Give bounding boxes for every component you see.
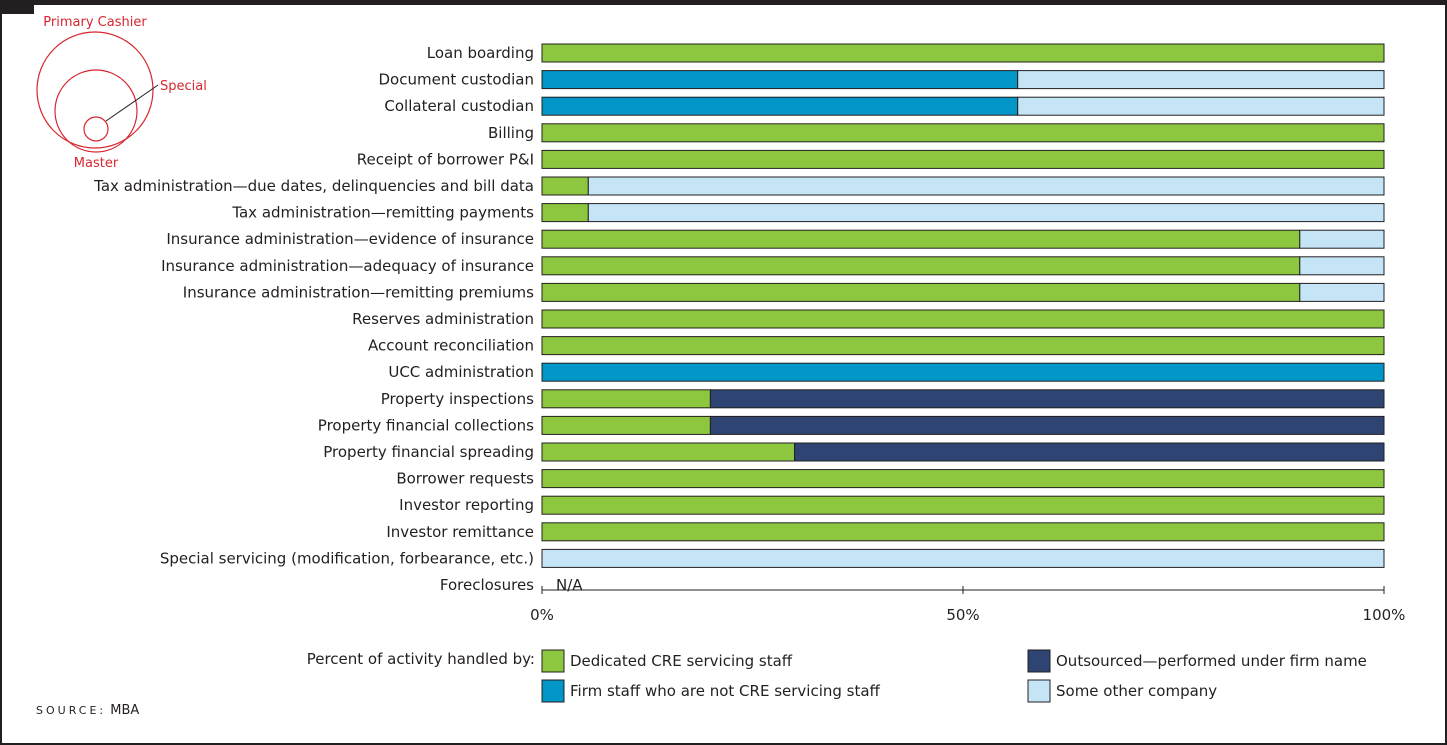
category-label-account-reconciliation: Account reconciliation: [368, 337, 534, 355]
category-label-insurance-administration-remitting-premiums: Insurance administration—remitting premi…: [183, 283, 534, 301]
category-labels: Loan boarding Document custodian Collatera…: [93, 44, 534, 594]
category-label-loan-boarding: Loan boarding: [427, 44, 534, 62]
legend-label-some-other-company: Some other company: [1056, 682, 1217, 700]
category-label-special-servicing-modification-forbearance-etc: Special servicing (modification, forbear…: [160, 549, 534, 567]
bar-property-financial-collections-outsourced-performed-under-firm-name: [709, 415, 1385, 435]
bar-investor-remittance-dedicated-cre-servicing-staff: [541, 522, 1385, 542]
category-label-ucc-administration: UCC administration: [388, 363, 534, 381]
category-label-investor-reporting: Investor reporting: [399, 496, 534, 514]
bar-tax-administration-remitting-payments-dedicated-cre-servicing-staff: [541, 203, 589, 223]
source-value: MBA: [110, 703, 140, 718]
bar-ucc-administration-firm-staff-who-are-not-cre-servicing-staff: [541, 362, 1385, 382]
bar-collateral-custodian-firm-staff-who-are-not-cre-servicing-staff: [541, 96, 1019, 116]
bar-tax-administration-due-dates-delinquencies-and-bill-data-dedicated-cre-servicing-staff: [541, 176, 589, 196]
source-label: SOURCE:: [36, 704, 107, 717]
category-label-property-inspections: Property inspections: [381, 390, 534, 408]
x-axis: 0% 50% 100%: [530, 586, 1405, 624]
servicer-roles-diagram: Primary Cashier Special Master: [36, 15, 207, 171]
bar-document-custodian-firm-staff-who-are-not-cre-servicing-staff: [541, 70, 1019, 90]
bars: N/A: [541, 43, 1385, 594]
na-label: N/A: [556, 576, 583, 594]
master-circle: [54, 69, 138, 153]
category-label-foreclosures: Foreclosures: [440, 576, 534, 594]
legend-title: Percent of activity handled by:: [307, 650, 535, 668]
bar-insurance-administration-remitting-premiums-some-other-company: [1299, 282, 1385, 302]
special-label: Special: [160, 79, 207, 94]
category-label-receipt-of-borrower-p-i: Receipt of borrower P&I: [357, 150, 534, 168]
category-label-investor-remittance: Investor remittance: [386, 523, 534, 541]
category-label-insurance-administration-evidence-of-insurance: Insurance administration—evidence of ins…: [166, 230, 534, 248]
category-label-borrower-requests: Borrower requests: [396, 470, 534, 488]
bar-investor-reporting-dedicated-cre-servicing-staff: [541, 495, 1385, 515]
bar-insurance-administration-evidence-of-insurance-some-other-company: [1299, 229, 1385, 249]
bar-insurance-administration-evidence-of-insurance-dedicated-cre-servicing-staff: [541, 229, 1301, 249]
bar-account-reconciliation-dedicated-cre-servicing-staff: [541, 336, 1385, 356]
special-pointer-line: [105, 84, 159, 122]
bar-insurance-administration-adequacy-of-insurance-some-other-company: [1299, 256, 1385, 276]
bar-billing-dedicated-cre-servicing-staff: [541, 123, 1385, 143]
legend-swatch-outsourced-performed-under-firm-name: [1027, 649, 1051, 673]
bar-tax-administration-remitting-payments-some-other-company: [587, 203, 1385, 223]
bar-property-financial-spreading-dedicated-cre-servicing-staff: [541, 442, 796, 462]
category-label-tax-administration-remitting-payments: Tax administration—remitting payments: [231, 204, 534, 222]
primary-cashier-circle: [36, 31, 154, 149]
legend: Percent of activity handled by: Dedicate…: [307, 649, 1367, 703]
legend-label-firm-staff-who-are-not-cre-servicing-staff: Firm staff who are not CRE servicing sta…: [570, 682, 881, 700]
category-label-collateral-custodian: Collateral custodian: [384, 97, 534, 115]
corner-tab: [0, 0, 34, 14]
bar-property-financial-spreading-outsourced-performed-under-firm-name: [794, 442, 1385, 462]
bar-insurance-administration-adequacy-of-insurance-dedicated-cre-servicing-staff: [541, 256, 1301, 276]
category-label-document-custodian: Document custodian: [379, 71, 535, 89]
primary-cashier-label: Primary Cashier: [43, 15, 147, 30]
bar-collateral-custodian-some-other-company: [1017, 96, 1385, 116]
master-label: Master: [74, 156, 119, 171]
category-label-property-financial-spreading: Property financial spreading: [323, 443, 534, 461]
bar-property-inspections-dedicated-cre-servicing-staff: [541, 389, 711, 409]
legend-swatch-dedicated-cre-servicing-staff: [541, 649, 565, 673]
category-label-insurance-administration-adequacy-of-insurance: Insurance administration—adequacy of ins…: [161, 257, 534, 275]
x-tick-label-2: 100%: [1363, 606, 1406, 624]
x-tick-label-1: 50%: [946, 606, 979, 624]
bar-receipt-of-borrower-p-i-dedicated-cre-servicing-staff: [541, 149, 1385, 169]
bar-property-inspections-outsourced-performed-under-firm-name: [709, 389, 1385, 409]
bar-reserves-administration-dedicated-cre-servicing-staff: [541, 309, 1385, 329]
bar-tax-administration-due-dates-delinquencies-and-bill-data-some-other-company: [587, 176, 1385, 196]
category-label-reserves-administration: Reserves administration: [352, 310, 534, 328]
special-circle: [83, 116, 109, 142]
legend-swatch-some-other-company: [1027, 679, 1051, 703]
bar-insurance-administration-remitting-premiums-dedicated-cre-servicing-staff: [541, 282, 1301, 302]
bar-document-custodian-some-other-company: [1017, 70, 1385, 90]
x-tick-label-0: 0%: [530, 606, 554, 624]
legend-swatch-firm-staff-who-are-not-cre-servicing-staff: [541, 679, 565, 703]
legend-label-outsourced-performed-under-firm-name: Outsourced—performed under firm name: [1056, 652, 1367, 670]
category-label-tax-administration-due-dates-delinquencies-and-bill-data: Tax administration—due dates, delinquenc…: [93, 177, 534, 195]
bar-loan-boarding-dedicated-cre-servicing-staff: [541, 43, 1385, 63]
source-line: SOURCE: MBA: [36, 703, 139, 718]
category-label-billing: Billing: [488, 124, 534, 142]
bar-borrower-requests-dedicated-cre-servicing-staff: [541, 469, 1385, 489]
bar-special-servicing-modification-forbearance-etc-some-other-company: [541, 548, 1385, 568]
legend-label-dedicated-cre-servicing-staff: Dedicated CRE servicing staff: [570, 652, 793, 670]
bar-property-financial-collections-dedicated-cre-servicing-staff: [541, 415, 711, 435]
category-label-property-financial-collections: Property financial collections: [318, 416, 534, 434]
